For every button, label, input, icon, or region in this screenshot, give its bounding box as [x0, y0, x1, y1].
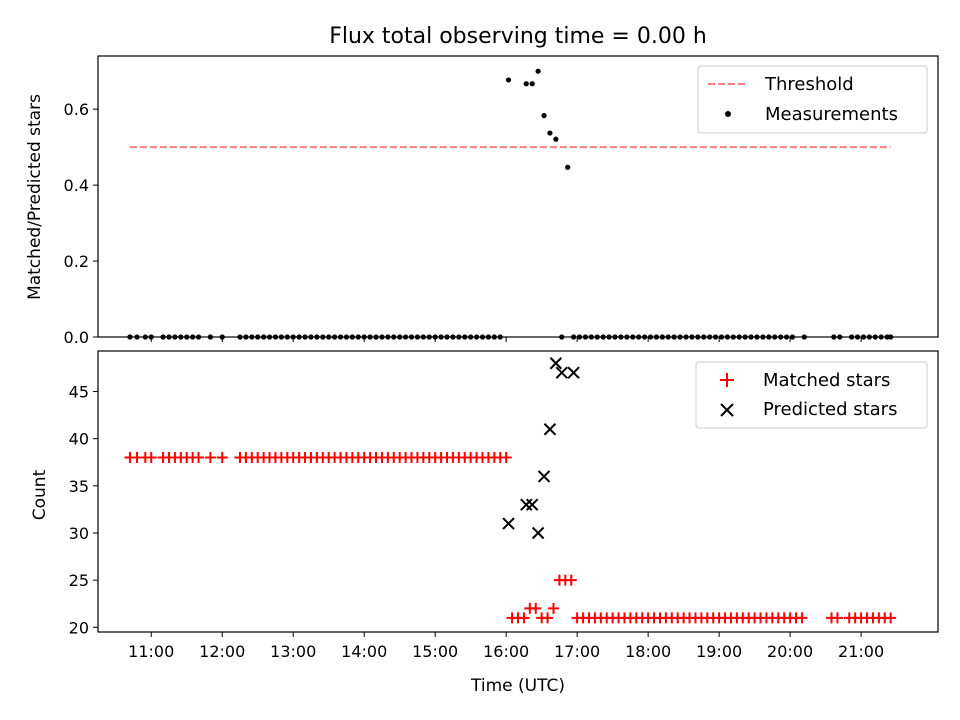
bottom-x-tick-label: 16:00	[483, 642, 529, 661]
matched-star-point	[500, 452, 512, 464]
measurement-point	[565, 164, 571, 170]
top-legend-threshold-label: Threshold	[764, 74, 854, 95]
chart-title: Flux total observing time = 0.00 h	[329, 24, 707, 49]
top-legend-box	[697, 65, 928, 134]
matched-star-point	[530, 602, 542, 614]
matched-star-point	[796, 612, 808, 624]
predicted-star-point	[549, 357, 563, 370]
predicted-star-point	[567, 366, 580, 379]
bottom-legend-predicted-label: Predicted stars	[763, 399, 897, 420]
predicted-star-point	[502, 517, 515, 530]
bottom-x-tick-label: 19:00	[696, 642, 742, 661]
bottom-legend-predicted-swatch	[720, 403, 734, 417]
matched-star-point	[542, 612, 554, 624]
predicted-star-point	[543, 423, 557, 436]
matched-star-point	[145, 452, 157, 464]
bottom-matched-points	[124, 452, 897, 624]
bottom-y-ticks: 20 25 30 35 40 45	[69, 383, 98, 637]
bottom-x-ticks: 11:00 12:00 13:00 14:00 15:00 16:00 17:00 18:00…	[128, 337, 884, 661]
bottom-y-tick-label: 20	[69, 618, 89, 637]
measurement-point	[529, 81, 535, 87]
bottom-legend-box	[695, 361, 928, 429]
bottom-x-tick-label: 14:00	[341, 642, 387, 661]
top-y-tick-label: 0.4	[64, 176, 89, 195]
bottom-y-tick-label: 45	[69, 383, 89, 402]
bottom-y-tick-label: 30	[69, 524, 89, 543]
measurement-point	[535, 68, 541, 74]
bottom-predicted-points	[502, 357, 580, 540]
bottom-x-tick-label: 20:00	[767, 642, 813, 661]
top-y-tick-label: 0.6	[64, 100, 89, 119]
predicted-star-point	[520, 498, 533, 511]
top-legend-measurement-swatch	[725, 111, 731, 117]
matched-star-point	[885, 612, 897, 624]
top-legend: Threshold Measurements	[697, 65, 928, 134]
bottom-x-tick-label: 18:00	[625, 642, 671, 661]
bottom-x-tick-label: 12:00	[199, 642, 245, 661]
measurement-point	[523, 81, 529, 87]
matched-star-point	[204, 452, 216, 464]
bottom-x-tick-label: 11:00	[128, 642, 174, 661]
measurement-point	[505, 77, 512, 83]
top-y-ticks: 0.0 0.2 0.4 0.6	[64, 100, 98, 347]
measurement-point	[553, 136, 559, 142]
bottom-legend-matched-label: Matched stars	[763, 370, 890, 391]
matched-star-point	[216, 452, 228, 464]
predicted-star-point	[537, 470, 551, 483]
matched-star-point	[565, 574, 577, 586]
bottom-x-tick-label: 13:00	[270, 642, 316, 661]
bottom-x-tick-label: 15:00	[412, 642, 458, 661]
bottom-legend-matched-swatch	[720, 373, 734, 387]
top-y-axis-label: Matched/Predicted stars	[25, 94, 45, 300]
top-panel: 0.0 0.2 0.4 0.6 Matched/Predicted stars Thr…	[25, 55, 939, 347]
top-legend-measurement-label: Measurements	[765, 104, 898, 125]
matched-star-point	[831, 612, 843, 624]
measurement-point	[541, 113, 547, 119]
matched-star-point	[547, 602, 559, 614]
bottom-x-tick-label: 21:00	[838, 642, 884, 661]
top-y-tick-label: 0.2	[64, 252, 89, 271]
predicted-star-point	[531, 526, 545, 540]
bottom-legend: Matched stars Predicted stars	[695, 361, 928, 429]
top-axes-frame	[97, 55, 939, 338]
matched-star-point	[193, 452, 205, 464]
measurement-point	[547, 130, 553, 136]
bottom-y-tick-label: 25	[69, 571, 89, 590]
bottom-x-axis-label: Time (UTC)	[470, 676, 565, 696]
bottom-y-tick-label: 40	[69, 430, 89, 449]
bottom-panel: 20 25 30 35 40 45 11:00 12:00 13:00 14:00 15:00 16…	[30, 337, 939, 696]
bottom-x-tick-label: 17:00	[554, 642, 600, 661]
bottom-y-axis-label: Count	[30, 469, 50, 520]
predicted-star-point	[555, 366, 568, 379]
matched-star-point	[518, 612, 530, 624]
predicted-star-point	[525, 498, 539, 511]
bottom-y-tick-label: 35	[69, 477, 89, 496]
top-y-tick-label: 0.0	[64, 328, 89, 347]
bottom-axes-frame	[97, 350, 939, 633]
